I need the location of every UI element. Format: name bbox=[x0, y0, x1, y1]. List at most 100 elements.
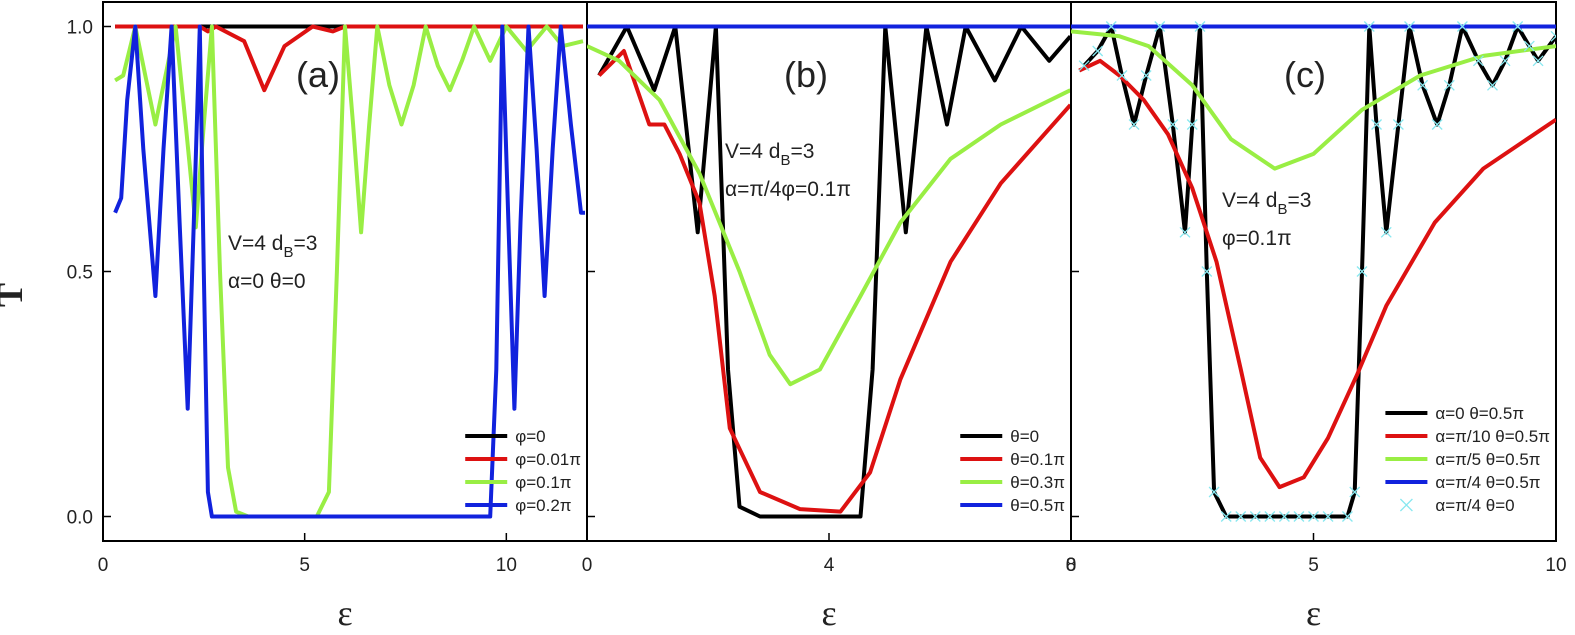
data-point bbox=[1167, 119, 1179, 130]
data-point bbox=[1308, 511, 1319, 522]
panel-label: (b) bbox=[784, 54, 828, 95]
x-tick-label: 10 bbox=[496, 555, 517, 576]
x-tick-label: 8 bbox=[1066, 555, 1077, 576]
data-point bbox=[1140, 70, 1152, 81]
data-line bbox=[597, 24, 1071, 519]
panel-label: (c) bbox=[1284, 54, 1326, 95]
data-point bbox=[1512, 21, 1524, 32]
data-point bbox=[1532, 55, 1544, 67]
data-point bbox=[1186, 119, 1198, 130]
data-point bbox=[1179, 226, 1191, 238]
data-point bbox=[1404, 21, 1415, 32]
annotation-part: V=4 d bbox=[725, 140, 780, 163]
annotation-part: α=π/4φ=0.1π bbox=[725, 178, 851, 201]
annotation: φ=0.1π bbox=[1222, 227, 1292, 250]
legend-label: φ=0 bbox=[515, 427, 545, 446]
legend-label: θ=0 bbox=[1010, 427, 1039, 446]
data-point bbox=[1264, 511, 1276, 522]
annotation: V=4 dB=3 bbox=[228, 232, 317, 261]
x-tick-label: 10 bbox=[1545, 555, 1566, 576]
x-tick-label: 0 bbox=[1066, 555, 1077, 576]
data-point bbox=[1371, 119, 1383, 130]
data-line bbox=[1071, 29, 1556, 171]
data-line bbox=[597, 49, 1071, 514]
data-point bbox=[1322, 511, 1334, 522]
data-point bbox=[1194, 21, 1206, 32]
legend-label: θ=0.3π bbox=[1010, 473, 1065, 492]
legend-label: φ=0.1π bbox=[515, 473, 571, 492]
data-point bbox=[1293, 511, 1305, 522]
data-point bbox=[1392, 119, 1404, 130]
plot-area bbox=[587, 24, 1071, 519]
data-point bbox=[1341, 511, 1353, 522]
annotation: α=π/4φ=0.1π bbox=[725, 178, 851, 201]
x-tick-label: 5 bbox=[299, 555, 310, 576]
data-point bbox=[1092, 45, 1104, 57]
x-axis-label: ε bbox=[1306, 593, 1321, 633]
annotation: V=4 dB=3 bbox=[1222, 189, 1311, 218]
y-axis-label: T bbox=[0, 283, 30, 307]
data-point bbox=[1220, 511, 1232, 522]
legend-label: α=π/4 θ=0 bbox=[1435, 496, 1514, 515]
data-point bbox=[1487, 79, 1498, 91]
data-point bbox=[1499, 55, 1511, 67]
legend-label: φ=0.2π bbox=[515, 496, 571, 515]
data-point bbox=[1154, 21, 1166, 32]
legend-marker bbox=[1399, 498, 1413, 512]
x-tick-label: 0 bbox=[582, 555, 593, 576]
data-point bbox=[1278, 511, 1290, 522]
data-point bbox=[1349, 486, 1361, 498]
x-axis-label: ε bbox=[337, 593, 352, 633]
legend: φ=0 φ=0.01π φ=0.1π φ=0.2π bbox=[465, 427, 581, 515]
data-point bbox=[1249, 511, 1261, 522]
data-point bbox=[1235, 511, 1247, 522]
legend-label: θ=0.1π bbox=[1010, 450, 1065, 469]
x-tick-label: 5 bbox=[1308, 555, 1319, 576]
annotation-part: =3 bbox=[1287, 189, 1311, 212]
data-point bbox=[1417, 79, 1429, 91]
annotation-part: B bbox=[780, 152, 790, 169]
data-line bbox=[587, 44, 1071, 387]
annotation-part: B bbox=[1277, 201, 1287, 218]
legend-label: α=π/10 θ=0.5π bbox=[1435, 427, 1550, 446]
data-point bbox=[1356, 266, 1368, 277]
annotation-part: α=0 θ=0 bbox=[228, 270, 306, 293]
data-point bbox=[1201, 266, 1213, 277]
plot-area bbox=[1071, 21, 1556, 522]
legend: α=0 θ=0.5π α=π/10 θ=0.5π α=π/5 θ=0.5π α=π/4… bbox=[1385, 404, 1550, 515]
annotation: α=0 θ=0 bbox=[228, 270, 306, 293]
data-point bbox=[1116, 70, 1128, 81]
annotation-part: V=4 d bbox=[1222, 189, 1277, 212]
data-line bbox=[113, 24, 585, 519]
data-line bbox=[114, 24, 584, 519]
panel-label: (a) bbox=[296, 54, 340, 95]
legend-label: α=π/5 θ=0.5π bbox=[1435, 450, 1540, 469]
legend-label: α=0 θ=0.5π bbox=[1435, 404, 1524, 423]
x-axis-label: ε bbox=[821, 593, 836, 633]
data-line bbox=[115, 24, 583, 93]
data-point bbox=[1128, 119, 1140, 130]
data-point bbox=[1105, 21, 1117, 32]
annotation: V=4 dB=3 bbox=[725, 140, 814, 169]
data-line bbox=[1078, 58, 1556, 490]
data-point bbox=[1380, 226, 1392, 238]
legend-label: φ=0.01π bbox=[515, 450, 581, 469]
data-point bbox=[1472, 55, 1484, 67]
data-point bbox=[1208, 486, 1220, 498]
x-tick-label: 0 bbox=[98, 555, 109, 576]
y-tick-label: 0.0 bbox=[67, 508, 93, 529]
legend: θ=0 θ=0.1π θ=0.3π θ=0.5π bbox=[960, 427, 1065, 515]
plot-area bbox=[113, 24, 585, 519]
data-point bbox=[1431, 119, 1443, 130]
y-tick-label: 1.0 bbox=[67, 18, 93, 39]
legend-label: θ=0.5π bbox=[1010, 496, 1065, 515]
annotation-part: =3 bbox=[293, 232, 317, 255]
data-point bbox=[1523, 40, 1535, 52]
data-point bbox=[1078, 60, 1090, 72]
annotation-part: φ=0.1π bbox=[1222, 227, 1292, 250]
data-point bbox=[1443, 79, 1455, 91]
data-point bbox=[1363, 21, 1375, 32]
y-tick-label: 0.5 bbox=[67, 263, 93, 284]
legend-label: α=π/4 θ=0.5π bbox=[1435, 473, 1540, 492]
